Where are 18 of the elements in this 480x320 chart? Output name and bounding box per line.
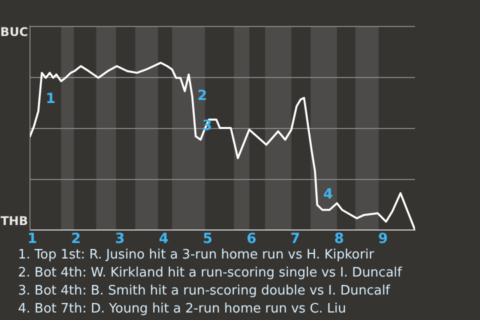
x-tick-label: 3 [115, 231, 125, 248]
text: THB [0, 214, 28, 228]
annotation: 1 [46, 91, 56, 108]
text: 2. Bot 4th: W. Kirkland hit a run-scoring single vs I. Duncalf [18, 265, 402, 280]
text: 4. Bot 7th: D. Young hit a 2-run home run vs C. Liu [18, 301, 346, 316]
x-tick-label: 5 [202, 231, 212, 248]
x-tick-label: 8 [334, 231, 344, 248]
x-tick-label: 9 [378, 231, 388, 248]
annotation: 4 [323, 186, 334, 203]
text: 3. Bot 4th: B. Smith hit a run-scoring double vs I. Duncalf [18, 283, 390, 298]
x-tick-label: 7 [290, 231, 300, 248]
x-tick-label: 1 [27, 231, 38, 248]
x-tick-label: 2 [71, 231, 81, 248]
annotation: 2 [197, 88, 208, 104]
text: 1. Top 1st: R. Jusino hit a 3-run home run vs H. Kipkorir [18, 247, 375, 262]
text: BUC [0, 25, 28, 40]
x-tick-label: 6 [246, 231, 256, 248]
x-tick-label: 4 [158, 231, 169, 248]
